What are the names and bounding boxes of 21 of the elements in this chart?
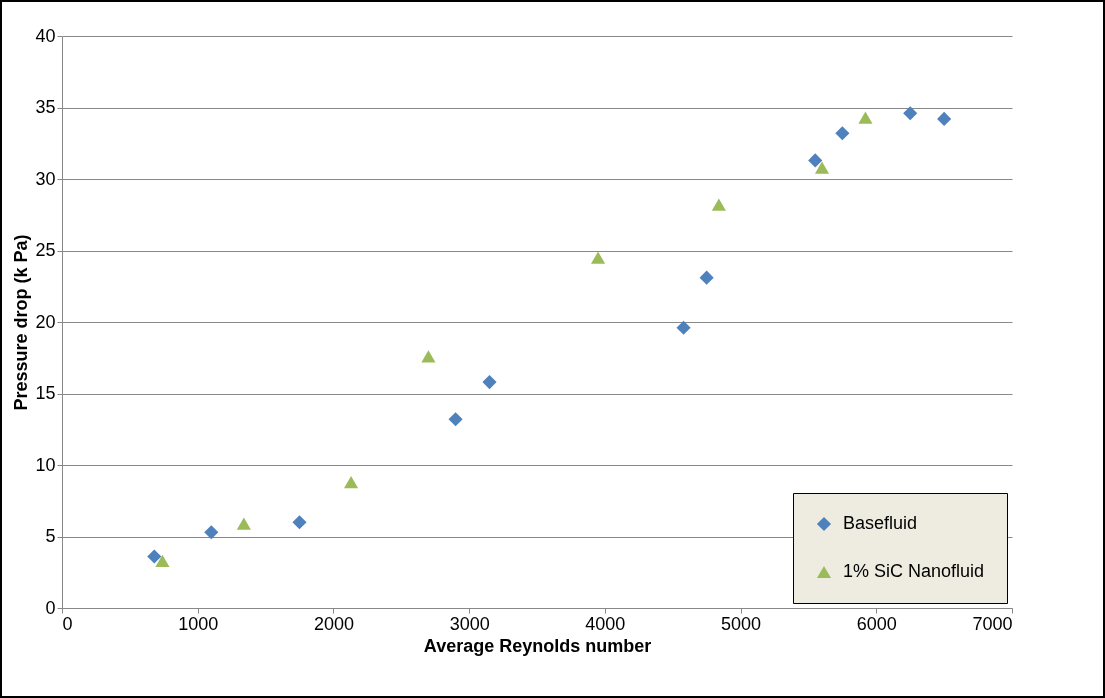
x-tick-label: 5000 <box>721 613 762 634</box>
y-tick-label: 40 <box>35 25 56 46</box>
x-tick-label: 7000 <box>972 613 1013 634</box>
x-tick-label: 0 <box>62 613 73 634</box>
y-tick-label: 5 <box>45 526 56 546</box>
y-tick-label: 20 <box>35 311 56 332</box>
y-tick-label: 25 <box>35 240 56 260</box>
x-tick-label: 1000 <box>178 613 219 634</box>
y-tick-label: 30 <box>35 168 56 189</box>
y-axis-title: Pressure drop (k Pa) <box>11 234 32 411</box>
y-tick-label: 0 <box>45 597 56 618</box>
x-tick-label: 2000 <box>313 613 354 634</box>
y-tick-label: 10 <box>35 454 56 475</box>
x-tick-label: 3000 <box>449 613 490 634</box>
legend-label: Basefluid <box>843 513 918 533</box>
y-tick-label: 15 <box>35 383 56 403</box>
x-tick-label: 6000 <box>856 613 897 634</box>
y-tick-label: 35 <box>35 97 56 117</box>
legend-label: 1% SiC Nanofluid <box>843 561 985 581</box>
x-axis-title: Average Reynolds number <box>423 635 652 656</box>
x-tick-label: 4000 <box>585 613 626 634</box>
